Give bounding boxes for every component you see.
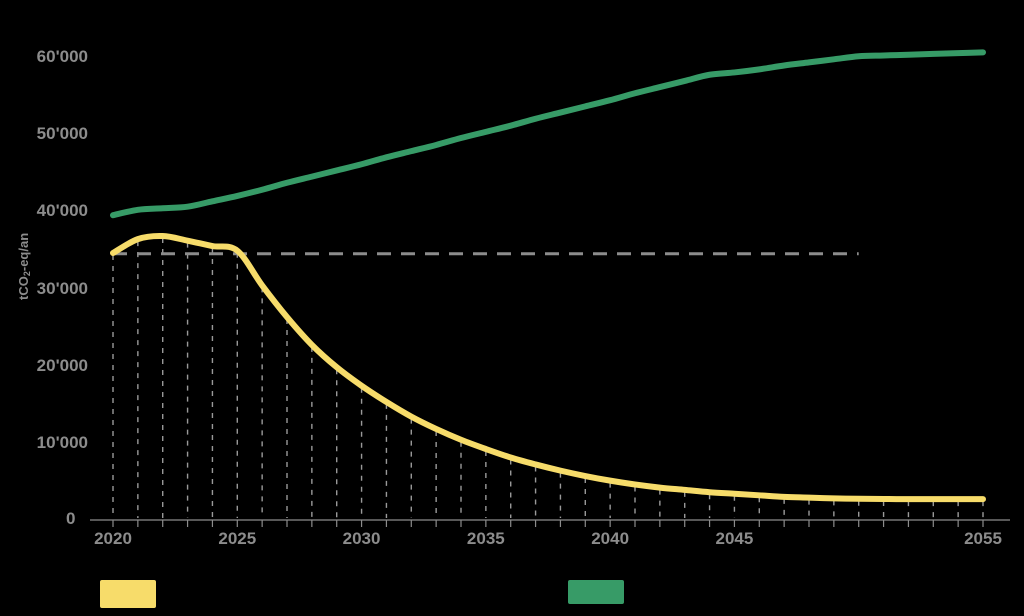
y-axis-tick-label: 10'000 [36,432,88,452]
legend-swatch-0[interactable] [100,580,156,608]
y-axis-title: tCO2-eq/an [16,232,32,300]
y-axis-tick-label: 40'000 [36,201,88,221]
y-axis-tick-label: 60'000 [36,47,88,66]
x-axis-tick-label: 2040 [591,529,630,548]
y-axis-zero-label: 0 [66,509,76,528]
series-line-scenario-baseline [110,49,986,219]
y-axis-tick-label: 30'000 [36,278,88,298]
x-axis-tick-label: 2030 [342,529,381,548]
series-line-scenario-reduction [110,232,986,503]
x-axis-tick-label: 2055 [964,529,1002,548]
y-axis-tick-label: 50'000 [36,124,88,144]
x-axis-ticks [112,520,984,527]
y-axis-title-pre: tCO [16,276,31,300]
y-axis-title-subscript: 2 [22,271,32,277]
x-axis-tick-label: 2025 [218,529,257,548]
y-axis-title-post: -eq/an [16,232,31,272]
drop-lines [112,238,984,518]
legend-swatch-1[interactable] [568,580,624,604]
series-lines [110,49,986,503]
x-axis-tick-label: 2035 [466,529,505,548]
x-axis-tick-label: 2045 [715,529,754,548]
y-axis-tick-label: 20'000 [36,355,88,375]
x-axis-tick-label: 2020 [94,529,132,548]
